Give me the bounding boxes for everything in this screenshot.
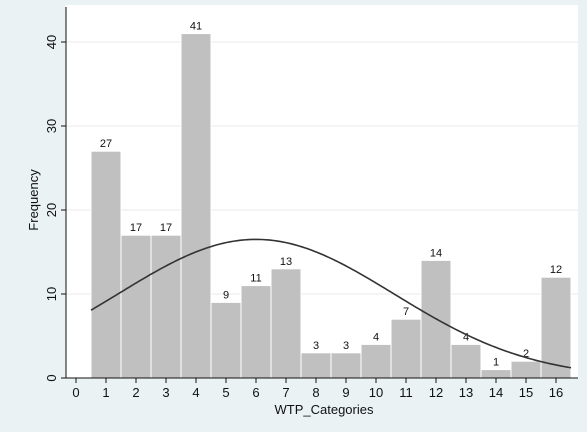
x-tick-label-1: 1 <box>102 385 109 400</box>
bar-label-14: 1 <box>493 357 499 369</box>
y-axis-label: Frequency <box>26 169 41 231</box>
bar-label-7: 13 <box>280 256 292 268</box>
bar-11 <box>390 318 422 379</box>
x-tick-label-7: 7 <box>282 385 289 400</box>
bar-label-8: 3 <box>313 340 319 352</box>
x-tick-label-13: 13 <box>459 385 473 400</box>
bar-2 <box>120 234 152 379</box>
y-tick-label-10: 10 <box>44 287 59 301</box>
x-tick-label-11: 11 <box>399 385 413 400</box>
y-tick-label-30: 30 <box>44 119 59 133</box>
x-axis-label: WTP_Categories <box>275 402 374 417</box>
x-tick-label-16: 16 <box>549 385 563 400</box>
x-tick-label-15: 15 <box>519 385 533 400</box>
x-tick-label-9: 9 <box>342 385 349 400</box>
bar-9 <box>330 352 362 379</box>
bar-14 <box>480 369 512 379</box>
bar-label-9: 3 <box>343 340 349 352</box>
bar-label-1: 27 <box>100 138 112 150</box>
bar-label-10: 4 <box>373 331 379 343</box>
bar-1 <box>90 150 122 379</box>
bar-4 <box>180 33 212 379</box>
x-tick-label-6: 6 <box>252 385 259 400</box>
normal-curve <box>90 238 572 369</box>
bar-label-12: 14 <box>430 247 442 259</box>
x-tick-label-3: 3 <box>162 385 169 400</box>
bar-6 <box>240 285 272 379</box>
bar-label-13: 4 <box>463 331 469 343</box>
x-tick-label-14: 14 <box>489 385 503 400</box>
bar-label-2: 17 <box>130 222 142 234</box>
bar-3 <box>150 234 182 379</box>
bar-label-11: 7 <box>403 306 409 318</box>
bar-13 <box>450 343 482 379</box>
y-tick-label-20: 20 <box>44 203 59 217</box>
x-tick-label-12: 12 <box>429 385 443 400</box>
bar-5 <box>210 301 242 379</box>
bar-8 <box>300 352 332 379</box>
bar-label-5: 9 <box>223 289 229 301</box>
bar-label-3: 17 <box>160 222 172 234</box>
x-tick-label-10: 10 <box>369 385 383 400</box>
x-tick-label-8: 8 <box>312 385 319 400</box>
bar-10 <box>360 343 392 379</box>
y-tick-label-0: 0 <box>44 374 59 381</box>
bar-label-6: 11 <box>250 273 261 285</box>
y-tick-label-40: 40 <box>44 35 59 49</box>
bar-7 <box>270 268 302 379</box>
x-tick-label-5: 5 <box>222 385 229 400</box>
x-tick-label-2: 2 <box>132 385 139 400</box>
normal-density-curve <box>90 238 572 369</box>
bar-16 <box>540 276 572 379</box>
bar-label-15: 2 <box>523 348 529 360</box>
bar-label-4: 41 <box>190 21 202 33</box>
bar-15 <box>510 360 542 379</box>
x-tick-label-0: 0 <box>72 385 79 400</box>
bar-label-16: 12 <box>550 264 562 276</box>
x-tick-label-4: 4 <box>192 385 199 400</box>
